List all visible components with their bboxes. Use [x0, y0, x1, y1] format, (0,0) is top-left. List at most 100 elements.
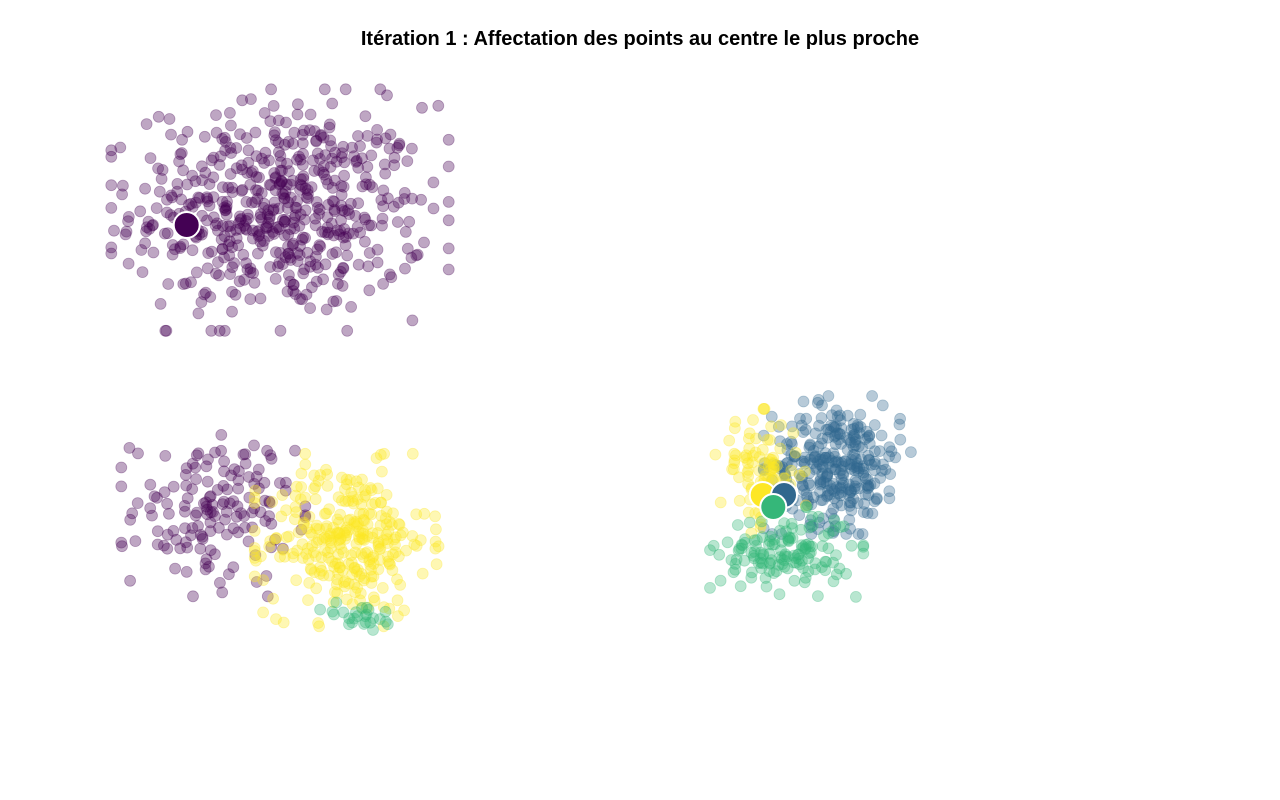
data-point-purple [144, 152, 157, 165]
data-point-green [806, 519, 819, 532]
data-point-green [778, 550, 791, 562]
data-point-green [812, 510, 825, 523]
data-point-purple [240, 223, 253, 236]
data-point-purple [370, 136, 383, 149]
data-point-blue [788, 450, 801, 463]
data-point-purple [265, 452, 278, 465]
data-point-blue [861, 482, 874, 495]
data-point-purple [148, 490, 161, 503]
data-point-yellow [334, 561, 346, 574]
data-point-blue [848, 448, 861, 461]
data-point-purple [146, 219, 159, 232]
data-point-purple [189, 461, 202, 474]
data-point-purple [235, 184, 248, 197]
data-point-green [857, 547, 870, 560]
data-point-blue [852, 528, 865, 540]
data-point-purple [242, 535, 255, 548]
data-point-purple [316, 225, 329, 238]
data-point-blue [845, 504, 858, 517]
data-point-yellow [315, 564, 328, 577]
data-point-purple [281, 285, 294, 298]
data-point-green [731, 519, 744, 531]
data-point-purple [282, 228, 295, 241]
data-point-purple [284, 223, 297, 236]
data-point-blue [859, 433, 871, 446]
data-point-green [764, 557, 776, 570]
data-point-purple [210, 109, 222, 121]
data-point-blue [868, 477, 881, 490]
data-point-blue [814, 473, 827, 486]
data-point-yellow [771, 459, 783, 472]
data-point-purple [297, 170, 310, 183]
data-point-blue [860, 425, 873, 438]
data-point-purple [169, 562, 182, 575]
data-point-yellow [323, 569, 336, 582]
data-point-yellow [363, 553, 376, 566]
data-point-yellow [363, 507, 376, 520]
data-point-green [798, 576, 811, 589]
data-point-purple [375, 194, 388, 206]
data-point-purple [398, 193, 411, 205]
data-point-blue [852, 465, 865, 478]
data-point-blue [829, 463, 842, 476]
data-point-purple [261, 590, 274, 603]
data-point-purple [115, 461, 128, 474]
data-point-purple [349, 209, 362, 222]
data-point-green [714, 574, 727, 587]
data-point-green [730, 553, 743, 566]
data-point-blue [819, 447, 832, 460]
data-point-green [792, 548, 805, 561]
data-point-yellow [767, 473, 780, 486]
data-point-yellow [331, 573, 344, 586]
data-point-blue [859, 472, 872, 485]
data-point-purple [219, 144, 232, 157]
data-point-yellow [375, 465, 388, 478]
data-point-green [782, 534, 795, 547]
data-point-yellow [367, 570, 380, 583]
data-point-blue [850, 460, 863, 472]
data-point-yellow [282, 530, 295, 543]
data-point-green [803, 547, 816, 560]
data-point-green [337, 606, 350, 619]
data-point-purple [258, 235, 270, 247]
data-point-purple [194, 542, 207, 555]
data-point-yellow [726, 463, 738, 476]
data-point-purple [253, 228, 266, 241]
data-point-yellow [348, 561, 361, 574]
data-point-yellow [361, 546, 374, 558]
data-point-purple [310, 135, 323, 148]
data-point-purple [241, 167, 254, 179]
data-point-purple [206, 498, 219, 511]
data-point-yellow [418, 507, 431, 520]
data-point-yellow [320, 522, 333, 535]
data-point-purple [320, 173, 333, 186]
data-point-yellow [351, 582, 364, 594]
data-point-yellow [393, 518, 406, 531]
data-point-green [795, 539, 808, 552]
data-point-blue [765, 410, 778, 423]
data-point-purple [271, 260, 284, 273]
data-point-yellow [387, 548, 399, 561]
data-point-blue [820, 423, 833, 436]
data-point-purple [216, 132, 229, 145]
data-point-purple [287, 137, 300, 150]
data-point-green [729, 563, 742, 576]
data-point-purple [294, 178, 307, 191]
data-point-purple [221, 483, 234, 496]
data-point-yellow [346, 568, 359, 581]
data-point-yellow [391, 594, 404, 607]
data-point-purple [263, 510, 276, 522]
data-point-purple [335, 199, 348, 212]
data-point-green [795, 523, 807, 536]
data-point-blue [836, 460, 849, 473]
data-point-purple [208, 510, 221, 522]
data-point-purple [323, 121, 336, 134]
data-point-purple [399, 225, 412, 238]
data-point-purple [216, 586, 229, 599]
data-point-purple [290, 201, 303, 214]
data-point-blue [827, 420, 840, 433]
data-point-yellow [758, 402, 771, 415]
data-point-blue [814, 477, 827, 489]
data-point-purple [275, 175, 288, 188]
data-point-purple [286, 239, 299, 252]
